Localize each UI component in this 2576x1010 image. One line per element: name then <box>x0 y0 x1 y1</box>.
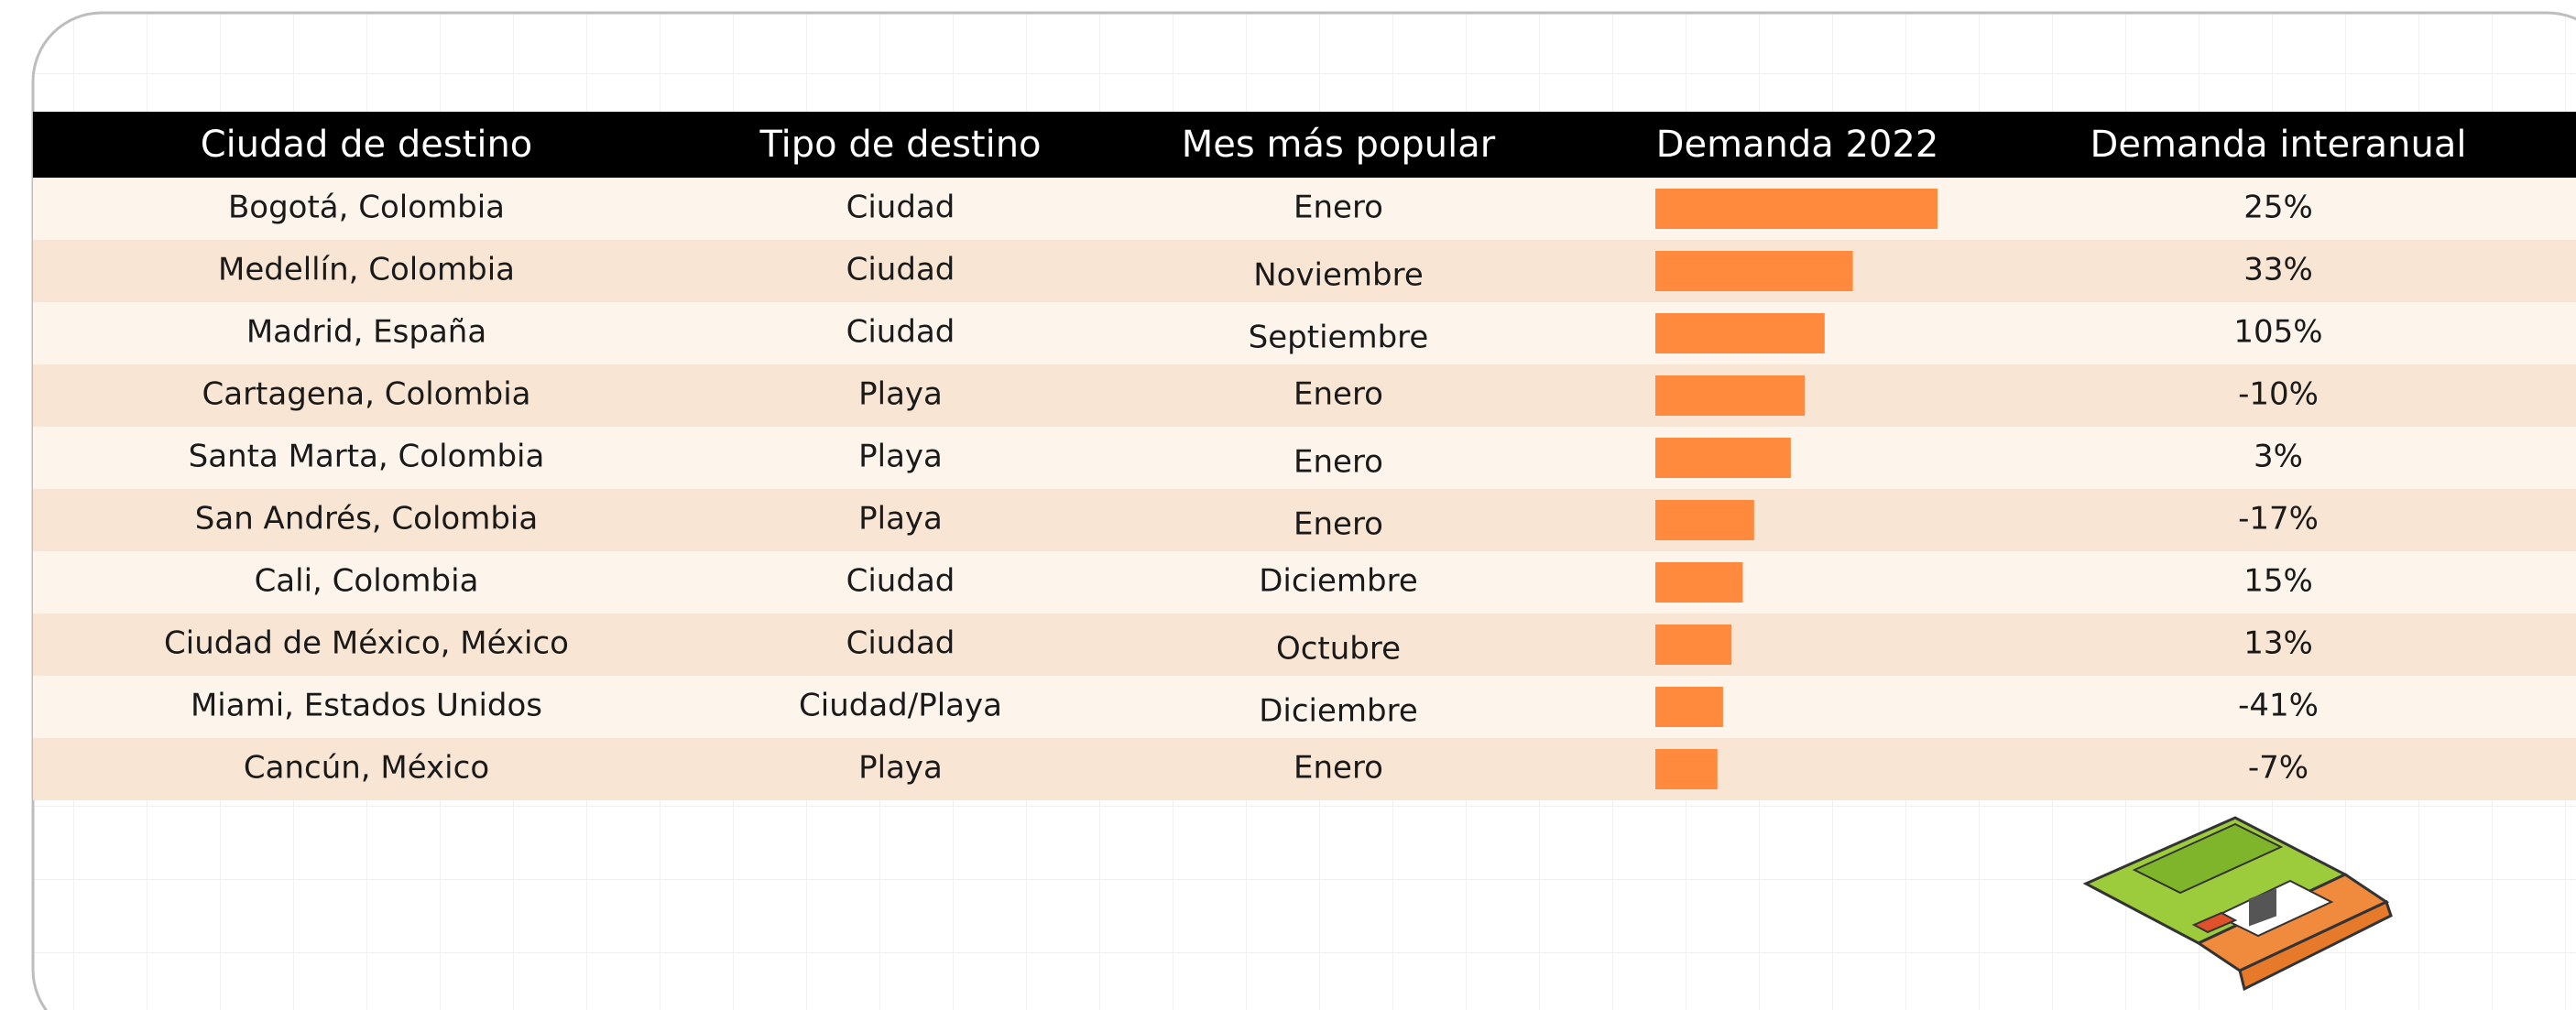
cell: 15% <box>2243 563 2313 600</box>
cell: Enero <box>1293 190 1383 226</box>
row-background <box>33 364 2576 427</box>
wallet-illustration <box>2082 816 2393 992</box>
cell: Ciudad <box>846 625 955 662</box>
row-background <box>33 178 2576 240</box>
cell: 25% <box>2243 190 2313 226</box>
demand-bar <box>1655 313 1825 353</box>
demand-bar <box>1655 624 1732 665</box>
cell: Enero <box>1293 444 1383 481</box>
cell: 13% <box>2243 625 2313 662</box>
cell: Diciembre <box>1259 563 1418 600</box>
demand-bar <box>1655 189 1937 229</box>
row-background <box>33 489 2576 551</box>
cell: San Andrés, Colombia <box>195 501 538 538</box>
header-bar <box>33 112 2576 178</box>
column-header: Demanda 2022 <box>1656 124 1939 166</box>
column-header: Tipo de destino <box>759 124 1041 166</box>
cell: -41% <box>2238 688 2319 724</box>
row-background <box>33 551 2576 614</box>
demand-bar <box>1655 438 1791 478</box>
cell: Enero <box>1293 750 1383 787</box>
column-header: Demanda interanual <box>2090 124 2467 166</box>
cell: -7% <box>2248 750 2309 787</box>
cell: 33% <box>2243 252 2313 288</box>
cell: Ciudad <box>846 563 955 600</box>
cell: Santa Marta, Colombia <box>189 439 545 475</box>
demand-bar <box>1655 687 1723 727</box>
demand-bar <box>1655 375 1806 416</box>
cell: Diciembre <box>1259 693 1418 730</box>
cell: Octubre <box>1276 631 1401 668</box>
row-background <box>33 427 2576 489</box>
cell: Enero <box>1293 506 1383 543</box>
row-background <box>33 738 2576 800</box>
cell: Enero <box>1293 376 1383 413</box>
cell: Cali, Colombia <box>255 563 479 600</box>
cell: Miami, Estados Unidos <box>191 688 542 724</box>
cell: Ciudad <box>846 252 955 288</box>
demand-bar <box>1655 251 1853 291</box>
cell: Ciudad <box>846 190 955 226</box>
cell: Playa <box>858 439 943 475</box>
cell: Ciudad de México, México <box>164 625 569 662</box>
cell: Madrid, España <box>246 314 486 351</box>
demand-bar <box>1655 562 1743 603</box>
demand-bar <box>1655 500 1754 540</box>
cell: Ciudad/Playa <box>799 688 1002 724</box>
cell: Playa <box>858 376 943 413</box>
demand-bar <box>1655 749 1718 789</box>
cell: 105% <box>2233 314 2322 351</box>
row-background <box>33 302 2576 364</box>
row-background <box>33 676 2576 738</box>
column-header: Mes más popular <box>1182 124 1496 166</box>
cell: Noviembre <box>1253 257 1424 294</box>
row-background <box>33 614 2576 676</box>
cell: -17% <box>2238 501 2319 538</box>
cell: Playa <box>858 501 943 538</box>
cell: Playa <box>858 750 943 787</box>
cell: Cartagena, Colombia <box>202 376 531 413</box>
cell: Septiembre <box>1249 320 1429 356</box>
cell: Medellín, Colombia <box>218 252 515 288</box>
column-header: Ciudad de destino <box>201 124 533 166</box>
row-background <box>33 240 2576 302</box>
cell: Ciudad <box>846 314 955 351</box>
cell: -10% <box>2238 376 2319 413</box>
cell: Cancún, México <box>244 750 489 787</box>
cell: Bogotá, Colombia <box>228 190 505 226</box>
cell: 3% <box>2254 439 2303 475</box>
